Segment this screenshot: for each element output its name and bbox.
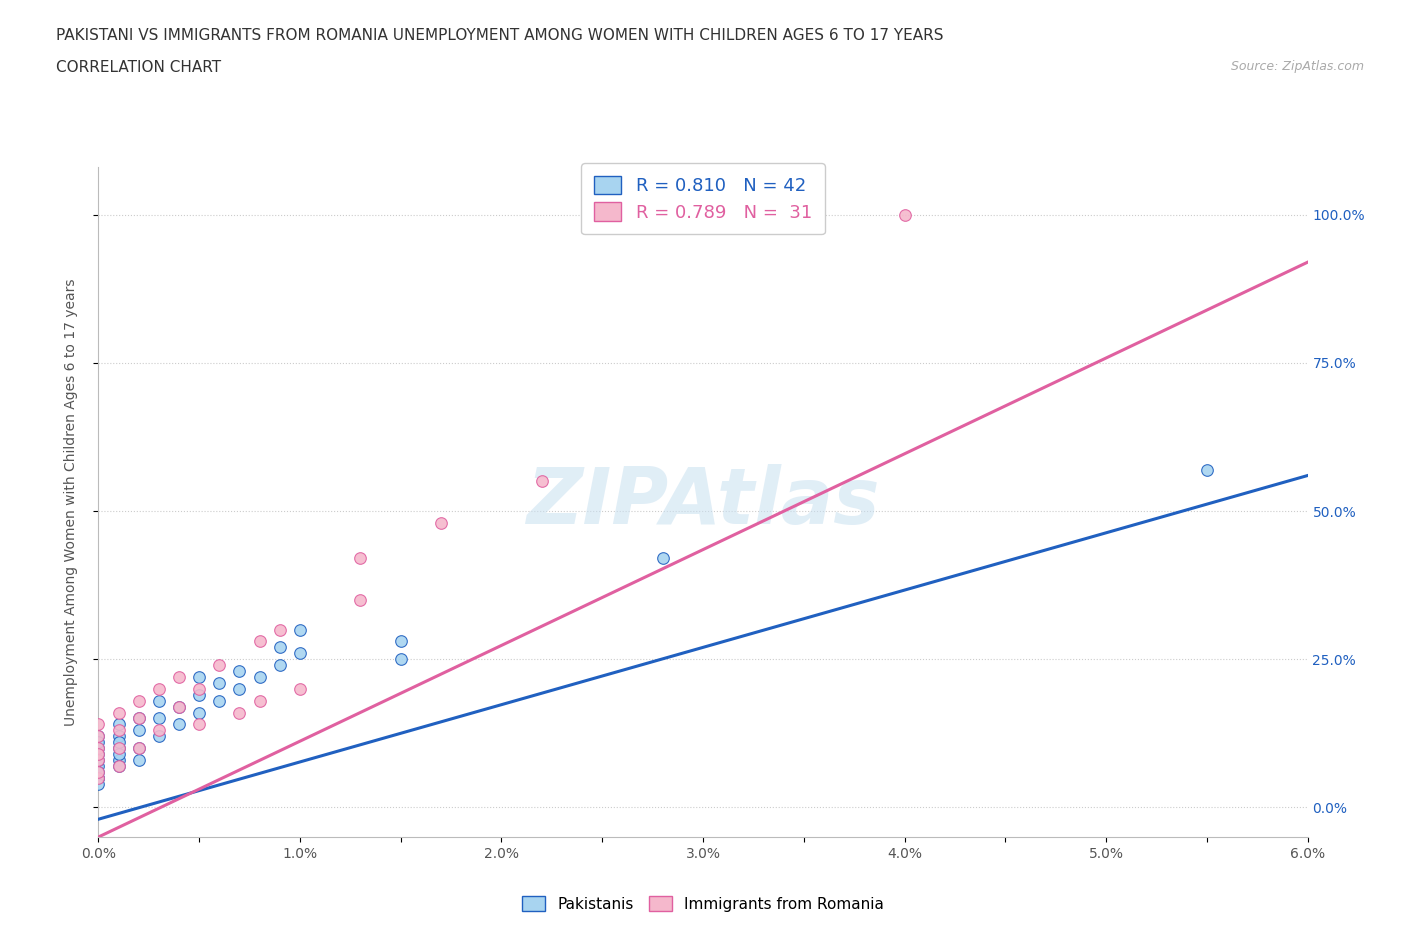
Text: ZIPAtlas: ZIPAtlas [526,464,880,540]
Point [208,693,231,708]
Point [107,705,129,720]
Point [148,693,170,708]
Point [107,723,129,737]
Point [87,777,110,791]
Point [87,747,110,762]
Point [249,634,271,649]
Point [188,682,211,697]
Point [107,735,129,750]
Point [87,752,110,767]
Point [188,705,211,720]
Point [107,759,129,774]
Point [128,711,150,726]
Point [288,645,311,660]
Point [107,747,129,762]
Point [269,640,291,655]
Point [107,740,129,755]
Point [430,515,453,530]
Point [87,770,110,785]
Point [87,770,110,785]
Point [389,634,412,649]
Point [128,740,150,755]
Point [249,693,271,708]
Point [1195,462,1218,477]
Point [651,551,673,566]
Point [87,770,110,785]
Point [389,652,412,667]
Point [107,740,129,755]
Point [87,729,110,744]
Point [87,729,110,744]
Y-axis label: Unemployment Among Women with Children Ages 6 to 17 years: Unemployment Among Women with Children A… [63,278,77,726]
Text: CORRELATION CHART: CORRELATION CHART [56,60,221,75]
Point [893,207,915,222]
Point [269,622,291,637]
Point [87,717,110,732]
Point [87,740,110,755]
Point [87,759,110,774]
Text: Source: ZipAtlas.com: Source: ZipAtlas.com [1230,60,1364,73]
Point [128,711,150,726]
Point [349,592,371,607]
Point [228,664,250,679]
Point [167,670,190,684]
Point [128,752,150,767]
Point [288,622,311,637]
Text: PAKISTANI VS IMMIGRANTS FROM ROMANIA UNEMPLOYMENT AMONG WOMEN WITH CHILDREN AGES: PAKISTANI VS IMMIGRANTS FROM ROMANIA UNE… [56,28,943,43]
Point [128,723,150,737]
Point [167,699,190,714]
Point [148,682,170,697]
Point [188,670,211,684]
Point [128,740,150,755]
Point [530,474,553,489]
Point [349,551,371,566]
Point [107,729,129,744]
Point [208,658,231,672]
Point [128,693,150,708]
Point [148,729,170,744]
Point [87,735,110,750]
Point [107,717,129,732]
Point [188,687,211,702]
Point [107,759,129,774]
Point [87,740,110,755]
Point [288,682,311,697]
Point [167,699,190,714]
Point [87,764,110,779]
Point [269,658,291,672]
Point [228,705,250,720]
Legend: Pakistanis, Immigrants from Romania: Pakistanis, Immigrants from Romania [516,889,890,918]
Point [87,752,110,767]
Point [148,723,170,737]
Legend: R = 0.810   N = 42, R = 0.789   N =  31: R = 0.810 N = 42, R = 0.789 N = 31 [582,163,824,234]
Point [249,670,271,684]
Point [228,682,250,697]
Point [148,711,170,726]
Point [208,675,231,690]
Point [87,747,110,762]
Point [188,717,211,732]
Point [87,764,110,779]
Point [107,752,129,767]
Point [167,717,190,732]
